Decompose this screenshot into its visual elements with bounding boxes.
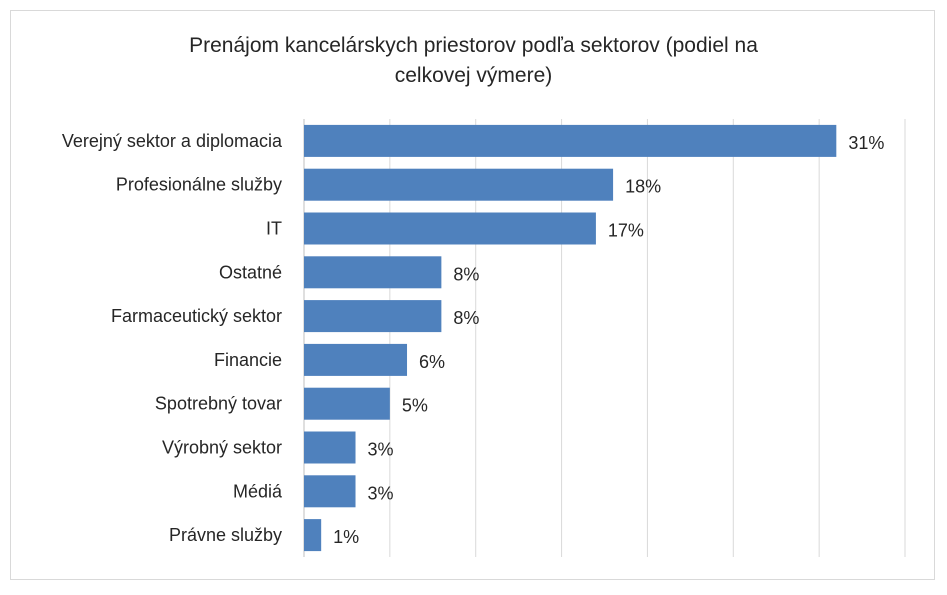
- data-label: 1%: [333, 527, 359, 547]
- data-label: 8%: [453, 264, 479, 284]
- bar: [304, 300, 442, 333]
- data-label: 18%: [625, 177, 661, 197]
- bar: [304, 168, 614, 201]
- data-label: 31%: [848, 133, 884, 153]
- chart-title: Prenájom kancelárskych priestorov podľa …: [0, 31, 947, 91]
- bar: [304, 256, 442, 289]
- category-label: Verejný sektor a diplomacia: [62, 131, 283, 151]
- bar: [304, 343, 408, 376]
- category-label: Médiá: [233, 481, 283, 501]
- bar: [304, 519, 322, 552]
- category-label: Financie: [214, 350, 282, 370]
- data-label: 5%: [402, 396, 428, 416]
- data-label: 6%: [419, 352, 445, 372]
- bar: [304, 212, 596, 245]
- chart-title-line-1: Prenájom kancelárskych priestorov podľa …: [189, 34, 758, 57]
- bar: [304, 431, 356, 464]
- bar: [304, 387, 390, 420]
- chart-frame: [10, 10, 935, 580]
- data-label: 8%: [453, 308, 479, 328]
- data-label: 3%: [368, 483, 394, 503]
- category-label: Profesionálne služby: [116, 175, 282, 195]
- data-label: 17%: [608, 221, 644, 241]
- category-label: Ostatné: [219, 262, 282, 282]
- category-label: IT: [266, 219, 282, 239]
- category-label: Farmaceutický sektor: [111, 306, 282, 326]
- bar: [304, 124, 837, 157]
- data-label: 3%: [368, 440, 394, 460]
- category-label: Výrobný sektor: [162, 438, 282, 458]
- category-label: Spotrebný tovar: [155, 394, 282, 414]
- category-label: Právne služby: [169, 525, 282, 545]
- chart-title-line-2: celkovej výmere): [394, 64, 553, 87]
- bar: [304, 475, 356, 508]
